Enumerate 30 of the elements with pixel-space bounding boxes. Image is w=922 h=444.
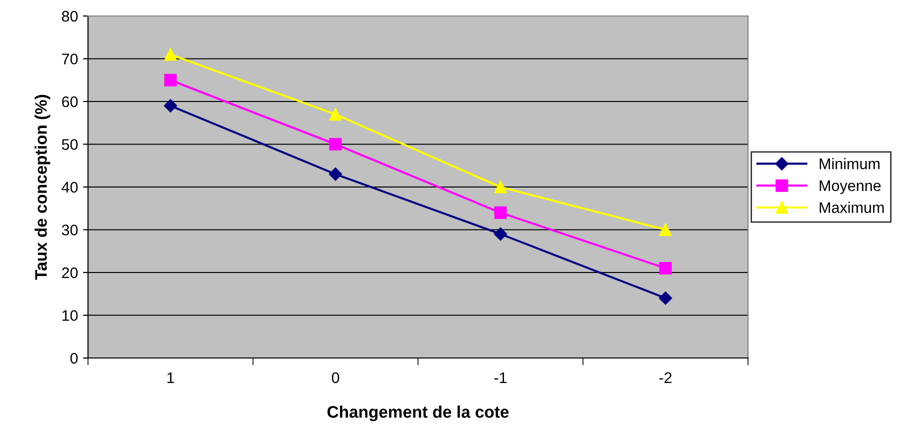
point xyxy=(659,262,672,274)
point xyxy=(164,74,177,86)
point xyxy=(164,99,178,112)
x-tick-label: -1 xyxy=(494,372,507,383)
y-axis-title: Taux de conception (%) xyxy=(34,94,50,280)
point xyxy=(329,108,342,121)
y-tick-label: 70 xyxy=(62,54,78,64)
y-tick-label: 60 xyxy=(62,96,78,108)
legend-label: Moyenne xyxy=(820,180,881,194)
y-tick-label: 30 xyxy=(62,224,78,236)
point xyxy=(658,292,672,305)
y-tick-label: 20 xyxy=(62,267,78,278)
point xyxy=(328,168,342,181)
point xyxy=(494,227,508,241)
point xyxy=(494,206,507,219)
x-tick-label: 1 xyxy=(167,372,174,383)
point xyxy=(659,224,672,236)
point xyxy=(329,138,342,150)
legend-label: Minimum xyxy=(820,158,880,170)
y-tick-label: 0 xyxy=(70,352,78,364)
x-tick-label: -2 xyxy=(659,372,672,383)
y-tick-label: 10 xyxy=(62,310,78,321)
point xyxy=(164,48,177,61)
y-tick-label: 40 xyxy=(62,182,78,193)
x-axis-title: Changement de la cote xyxy=(327,406,509,422)
legend-label: Maximum xyxy=(820,202,884,213)
y-tick-label: 50 xyxy=(62,139,78,150)
point xyxy=(494,180,507,194)
y-tick-label: 80 xyxy=(62,10,78,22)
x-tick-label: 0 xyxy=(332,372,340,384)
